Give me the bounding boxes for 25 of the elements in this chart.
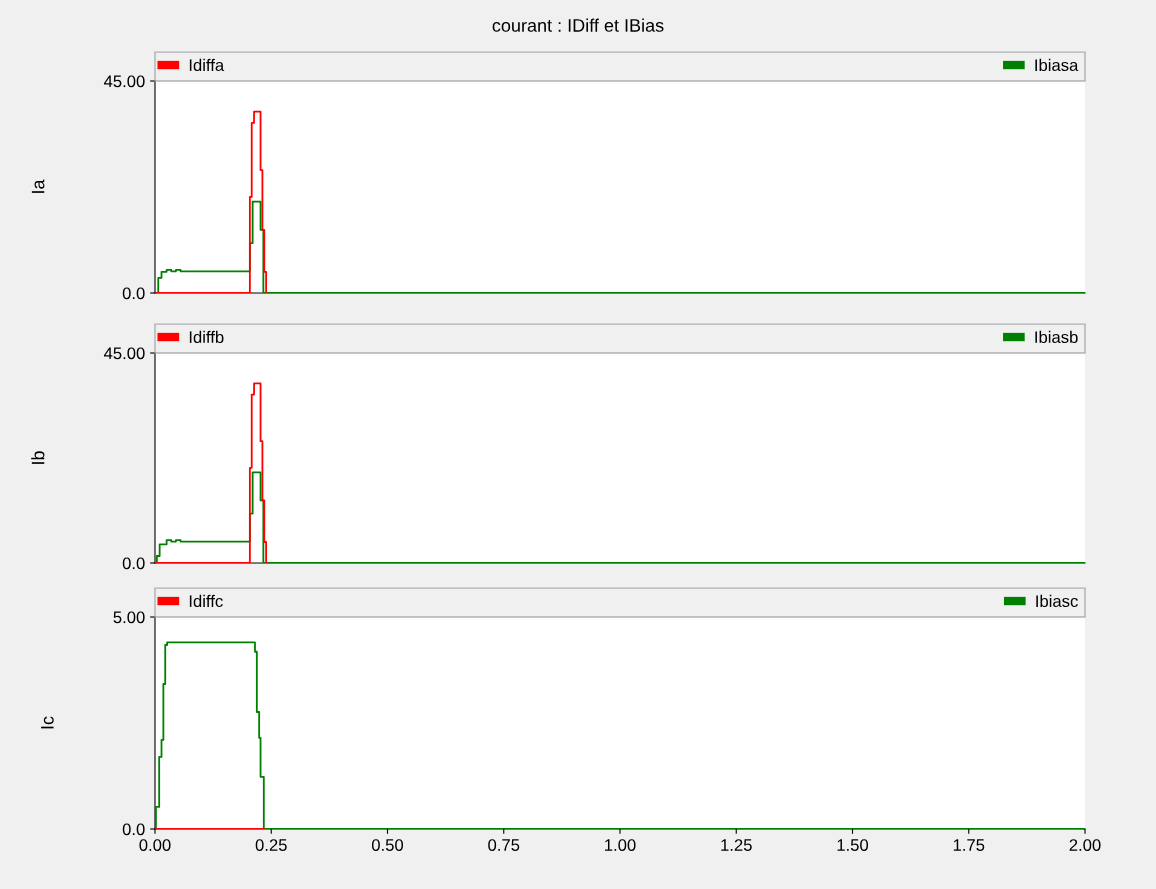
x-tick-label: 0.25 [255,839,287,851]
x-tick-label: 1.00 [605,839,636,851]
y-tick-label: 0.0 [122,287,145,300]
chart-title: courant : IDiff et IBias [492,18,664,32]
y-tick-label: 5.00 [113,611,145,624]
x-tick-label: 0.50 [371,839,404,851]
y-tick-label: 0.0 [122,557,145,570]
legend-label: Ibiasc [1036,594,1078,608]
x-tick-label: 0.75 [488,839,520,851]
y-axis-title: Ic [41,716,54,729]
y-axis-title: Ib [31,451,45,464]
legend-label: Idiffa [189,58,225,72]
x-tick-label: 1.75 [953,839,985,851]
y-tick-label: 0.0 [122,823,145,836]
x-tick-label: 1.25 [721,839,752,851]
legend-label: Ibiasa [1035,58,1079,72]
y-tick-label: 45.00 [103,75,145,88]
y-axis-title: Ia [31,179,45,193]
legend-label: Idiffc [189,594,223,608]
legend-label: Ibiasb [1035,330,1078,344]
x-tick-label: 1.50 [837,839,869,851]
x-tick-label: 2.00 [1069,839,1101,851]
legend-label: Idiffb [189,330,224,344]
y-tick-label: 45.00 [103,347,145,360]
x-tick-label: 0.00 [139,839,171,851]
